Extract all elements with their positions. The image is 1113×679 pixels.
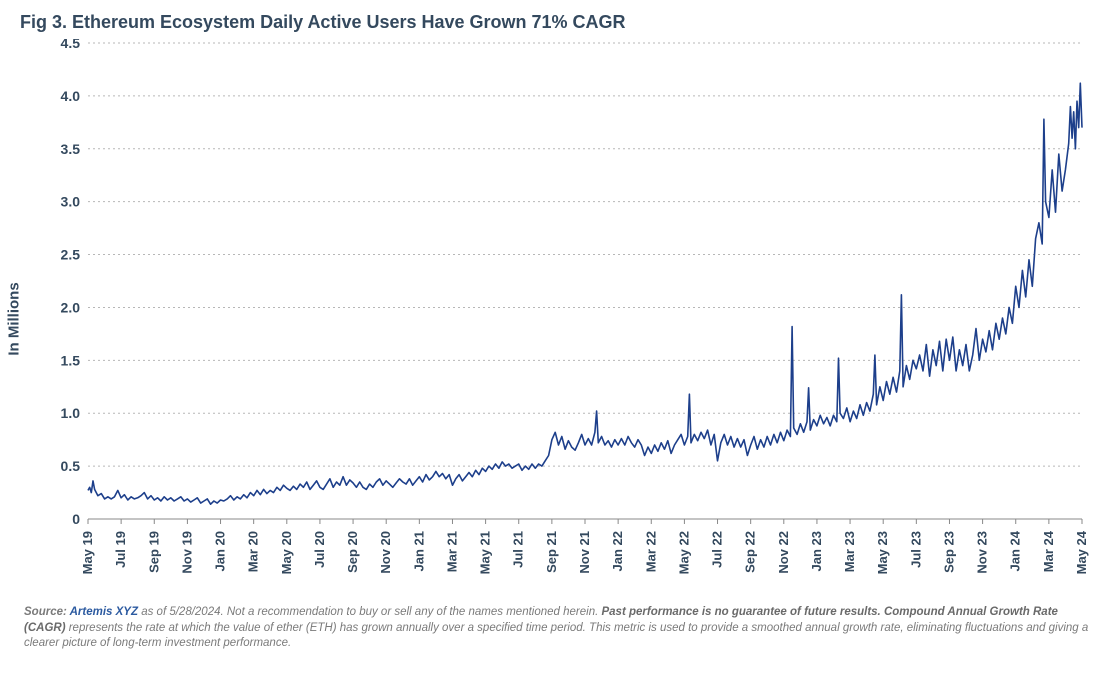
svg-text:Mar 20: Mar 20	[246, 531, 261, 572]
svg-text:Jul 22: Jul 22	[710, 531, 725, 568]
source-name: Artemis XYZ	[70, 606, 138, 618]
chart-title: Fig 3. Ethereum Ecosystem Daily Active U…	[20, 12, 1095, 33]
y-axis-label: In Millions	[6, 282, 23, 355]
source-footnote: Source: Artemis XYZ as of 5/28/2024. Not…	[18, 605, 1095, 652]
source-label: Source:	[24, 606, 70, 618]
svg-text:Jul 23: Jul 23	[908, 531, 923, 568]
svg-text:Mar 23: Mar 23	[842, 531, 857, 572]
svg-text:Sep 20: Sep 20	[345, 531, 360, 573]
svg-text:May 19: May 19	[80, 531, 95, 574]
chart-area: In Millions 00.51.01.52.02.53.03.54.04.5…	[22, 39, 1092, 599]
svg-text:Nov 23: Nov 23	[975, 531, 990, 574]
svg-text:2.5: 2.5	[61, 247, 81, 263]
chart-svg: 0 0.5 1.0 1.5 2.0 2.5 3.0 3.5 4.0 4.5 May 19 Jul 19…	[22, 39, 1092, 599]
svg-text:Jan 22: Jan 22	[610, 531, 625, 571]
svg-text:May 21: May 21	[478, 531, 493, 574]
svg-text:3.5: 3.5	[61, 141, 81, 157]
svg-text:Jan 24: Jan 24	[1008, 530, 1023, 571]
svg-text:May 24: May 24	[1074, 530, 1089, 574]
svg-text:Nov 19: Nov 19	[179, 531, 194, 574]
svg-text:1.5: 1.5	[61, 352, 81, 368]
svg-text:4.0: 4.0	[61, 88, 81, 104]
svg-text:1.0: 1.0	[61, 405, 81, 421]
svg-text:Nov 20: Nov 20	[378, 531, 393, 574]
svg-text:Mar 22: Mar 22	[643, 531, 658, 572]
svg-text:Sep 21: Sep 21	[544, 531, 559, 573]
svg-text:Jul 19: Jul 19	[113, 531, 128, 568]
svg-text:4.5: 4.5	[61, 39, 81, 51]
svg-text:Jan 23: Jan 23	[809, 531, 824, 571]
svg-text:May 22: May 22	[676, 531, 691, 574]
svg-text:Jan 21: Jan 21	[411, 531, 426, 571]
svg-text:0: 0	[72, 511, 80, 527]
svg-text:Sep 22: Sep 22	[743, 531, 758, 573]
svg-text:Jan 20: Jan 20	[213, 531, 228, 571]
svg-text:0.5: 0.5	[61, 458, 81, 474]
svg-text:Jul 21: Jul 21	[511, 531, 526, 568]
svg-text:Sep 19: Sep 19	[146, 531, 161, 573]
footnote-text-2: represents the rate at which the value o…	[24, 622, 1088, 650]
svg-text:2.0: 2.0	[61, 299, 81, 315]
svg-text:Nov 21: Nov 21	[577, 531, 592, 574]
svg-text:Mar 21: Mar 21	[444, 531, 459, 572]
svg-text:Jul 20: Jul 20	[312, 531, 327, 568]
figure-container: Fig 3. Ethereum Ecosystem Daily Active U…	[0, 0, 1113, 679]
svg-text:3.0: 3.0	[61, 194, 81, 210]
svg-text:May 20: May 20	[279, 531, 294, 574]
svg-text:May 23: May 23	[875, 531, 890, 574]
svg-text:Sep 23: Sep 23	[941, 531, 956, 573]
svg-text:Mar 24: Mar 24	[1041, 530, 1056, 572]
footnote-text-1: as of 5/28/2024. Not a recommendation to…	[141, 606, 601, 618]
svg-text:Nov 22: Nov 22	[776, 531, 791, 574]
